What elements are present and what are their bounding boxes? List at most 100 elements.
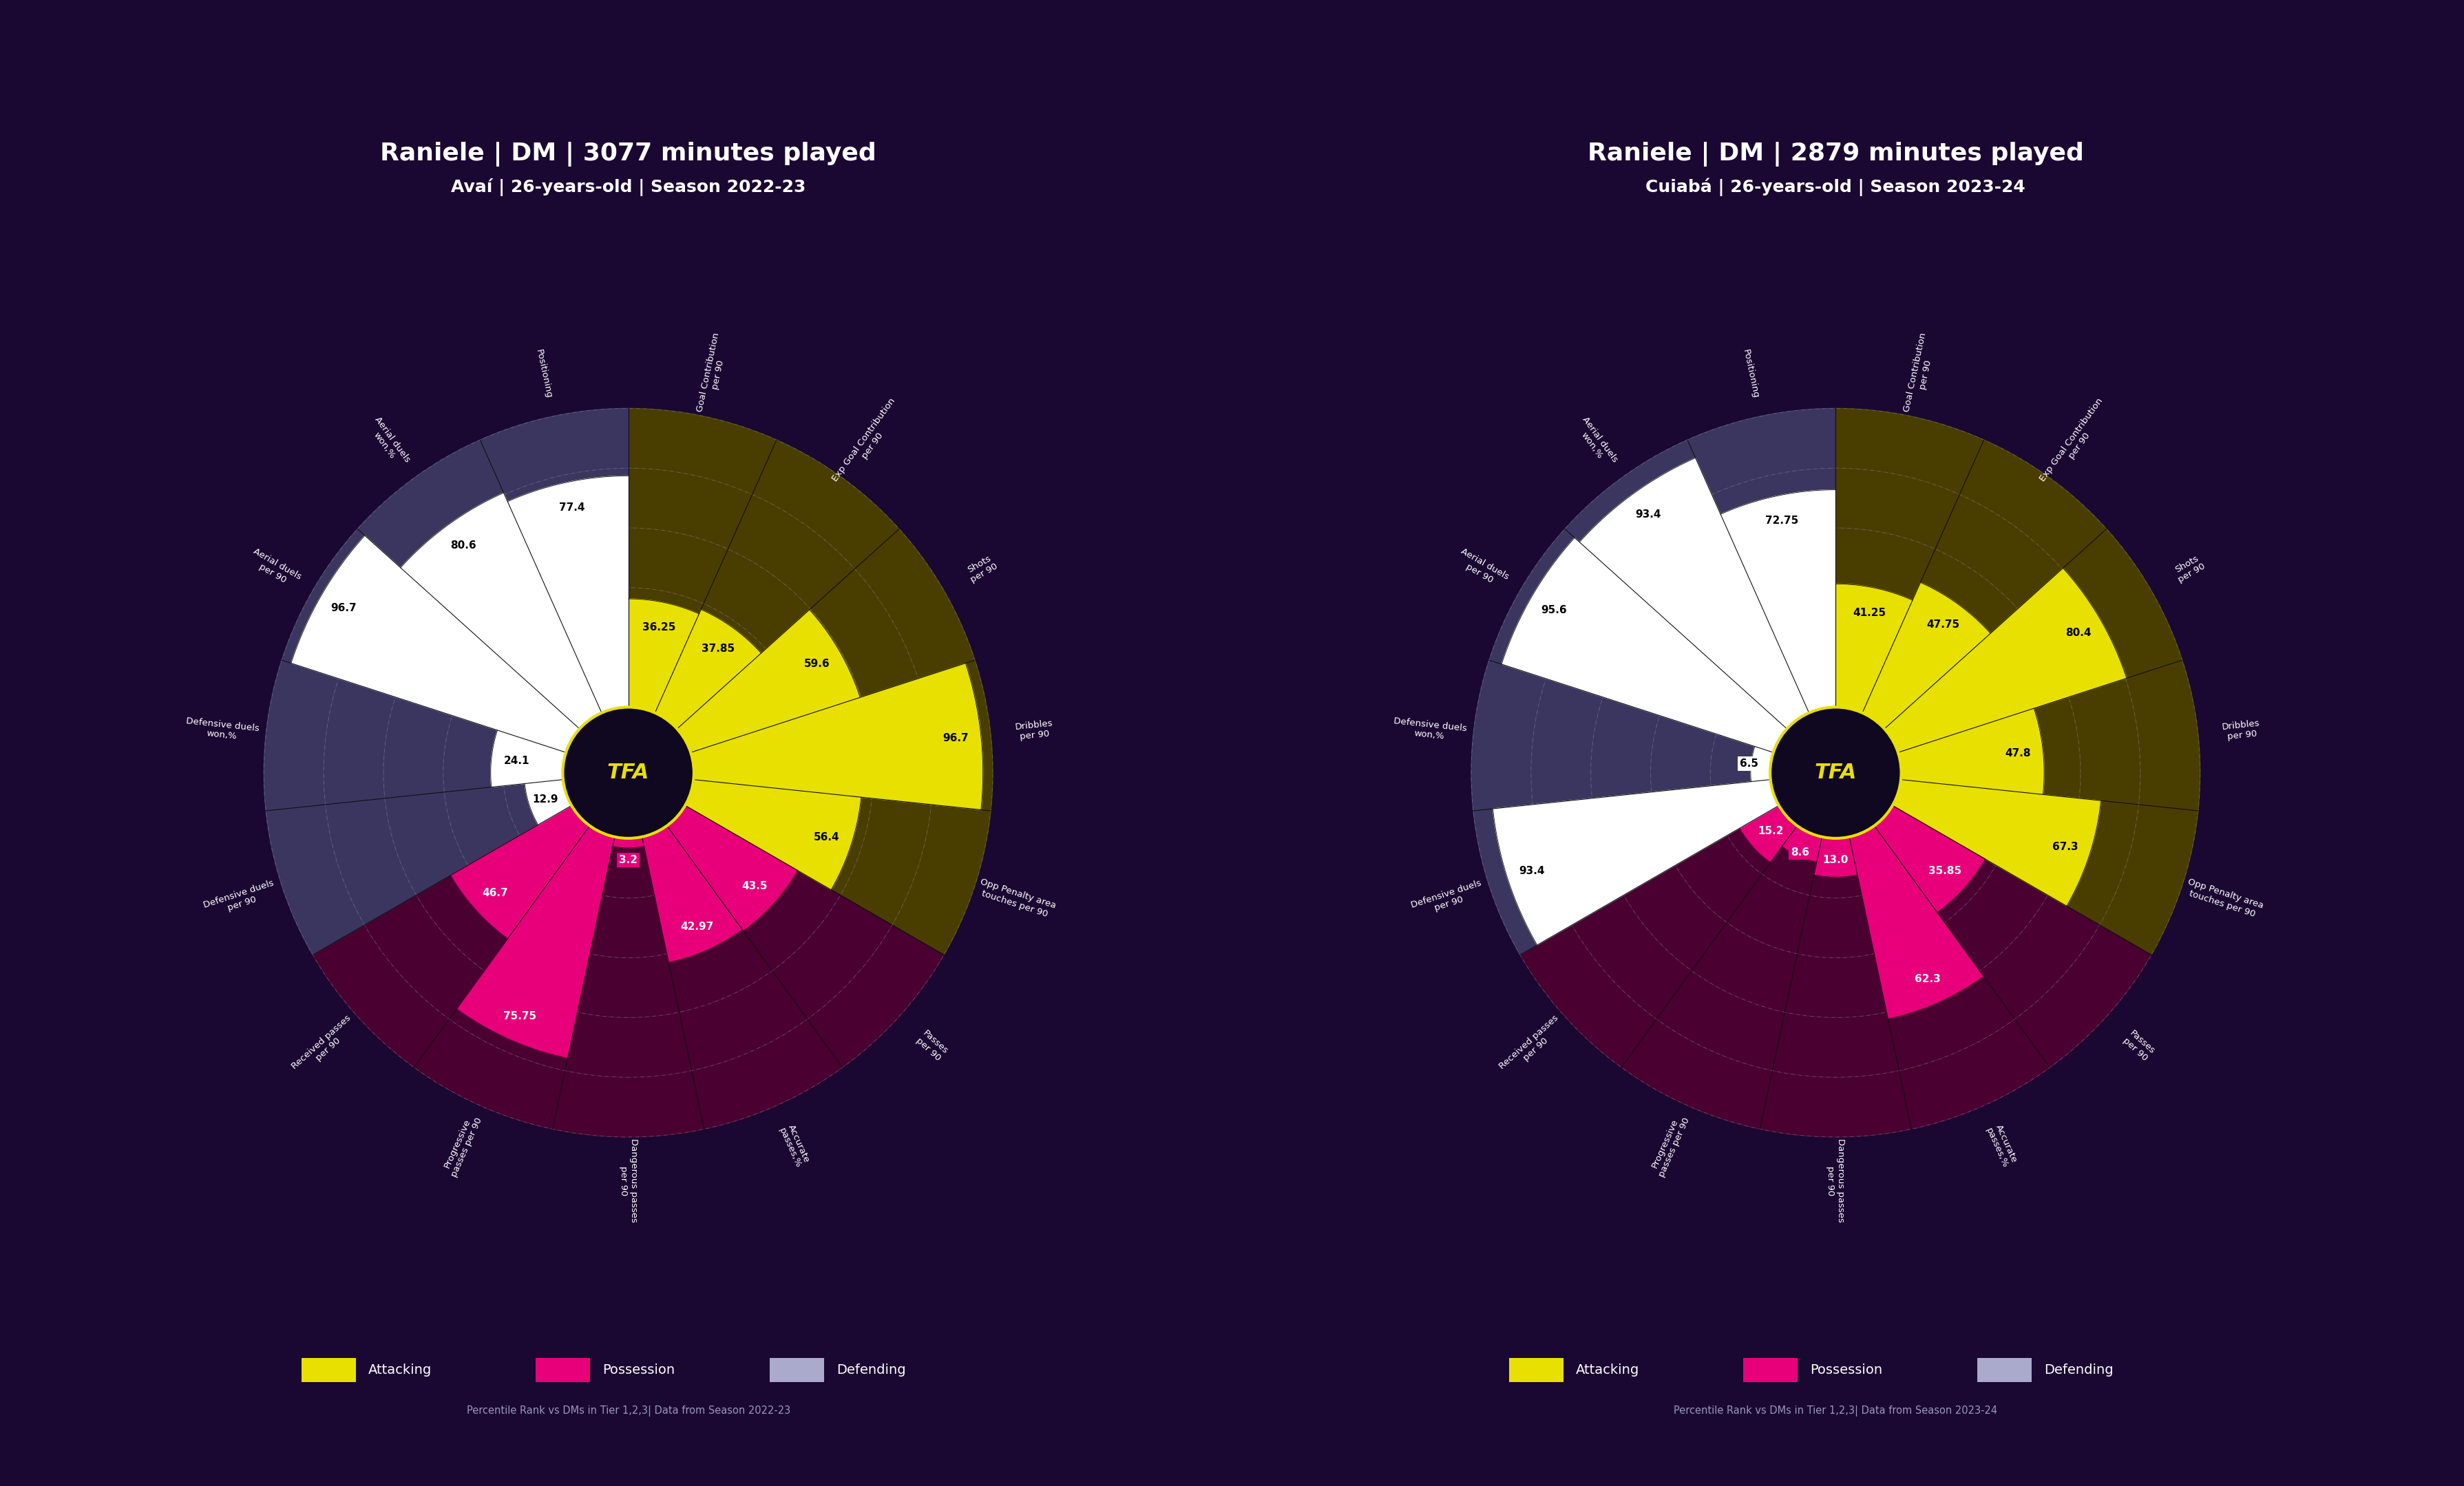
Text: 36.25: 36.25 xyxy=(643,623,675,633)
Text: 15.2: 15.2 xyxy=(1757,826,1784,837)
Text: Dribbles
per 90: Dribbles per 90 xyxy=(2223,719,2262,742)
Polygon shape xyxy=(685,780,860,890)
Text: 37.85: 37.85 xyxy=(702,643,734,654)
Polygon shape xyxy=(313,805,589,1067)
Text: 77.4: 77.4 xyxy=(559,502,584,513)
Text: Exp Goal Contribution
per 90: Exp Goal Contribution per 90 xyxy=(2038,397,2114,489)
Polygon shape xyxy=(1579,458,1809,728)
Polygon shape xyxy=(643,826,843,1129)
Text: Dangerous passes
per 90: Dangerous passes per 90 xyxy=(1826,1138,1846,1223)
Text: Defensive duels
won,%: Defensive duels won,% xyxy=(185,716,261,743)
Polygon shape xyxy=(1885,568,2126,752)
Polygon shape xyxy=(1520,805,1796,1067)
Polygon shape xyxy=(678,529,976,752)
Text: 43.5: 43.5 xyxy=(742,881,769,892)
Text: Progressive
passes per 90: Progressive passes per 90 xyxy=(1648,1113,1690,1178)
Text: 95.6: 95.6 xyxy=(1540,605,1567,615)
Text: Aerial duels
won,%: Aerial duels won,% xyxy=(365,415,411,470)
Circle shape xyxy=(1769,707,1902,838)
Polygon shape xyxy=(1565,440,1809,728)
Polygon shape xyxy=(1759,837,1912,1137)
Polygon shape xyxy=(1493,780,1779,945)
Polygon shape xyxy=(1781,826,1821,862)
Polygon shape xyxy=(668,805,798,930)
Text: Exp Goal Contribution
per 90: Exp Goal Contribution per 90 xyxy=(830,397,907,489)
Text: Passes
per 90: Passes per 90 xyxy=(914,1028,949,1062)
Polygon shape xyxy=(525,780,572,825)
Text: Dangerous passes
per 90: Dangerous passes per 90 xyxy=(618,1138,638,1223)
Polygon shape xyxy=(456,826,614,1058)
Polygon shape xyxy=(678,609,860,752)
Polygon shape xyxy=(1897,660,2200,811)
Text: TFA: TFA xyxy=(606,762,650,783)
Text: 46.7: 46.7 xyxy=(483,887,508,898)
Polygon shape xyxy=(490,730,567,788)
Text: TFA: TFA xyxy=(1814,762,1858,783)
Text: Received passes
per 90: Received passes per 90 xyxy=(1498,1013,1567,1079)
Polygon shape xyxy=(451,805,589,939)
Polygon shape xyxy=(1885,529,2183,752)
Text: Possession: Possession xyxy=(601,1364,675,1376)
Text: Positioning: Positioning xyxy=(1742,348,1759,398)
Polygon shape xyxy=(1836,584,1912,713)
Text: 24.1: 24.1 xyxy=(505,756,530,767)
Polygon shape xyxy=(1473,780,1779,955)
Text: 47.75: 47.75 xyxy=(1927,620,1959,630)
Polygon shape xyxy=(1863,583,1991,728)
Circle shape xyxy=(562,707,695,838)
Text: 93.4: 93.4 xyxy=(1636,510,1661,520)
Polygon shape xyxy=(480,409,628,713)
Text: 42.97: 42.97 xyxy=(680,921,715,932)
Text: Raniele | DM | 3077 minutes played: Raniele | DM | 3077 minutes played xyxy=(379,141,877,166)
Text: Shots
per 90: Shots per 90 xyxy=(963,553,1000,584)
Text: 80.6: 80.6 xyxy=(451,541,476,551)
Polygon shape xyxy=(1863,440,2107,728)
Polygon shape xyxy=(690,660,993,811)
Text: Aerial duels
won,%: Aerial duels won,% xyxy=(1572,415,1619,470)
Text: 41.25: 41.25 xyxy=(1853,608,1887,618)
Text: Possession: Possession xyxy=(1809,1364,1882,1376)
Text: Passes
per 90: Passes per 90 xyxy=(2122,1028,2156,1062)
Polygon shape xyxy=(668,805,944,1067)
Text: Accurate
passes,%: Accurate passes,% xyxy=(776,1122,811,1169)
Polygon shape xyxy=(1897,709,2045,795)
Text: Raniele | DM | 2879 minutes played: Raniele | DM | 2879 minutes played xyxy=(1587,141,2085,166)
Text: 56.4: 56.4 xyxy=(813,832,840,843)
Polygon shape xyxy=(1850,826,2050,1129)
Text: Avaí | 26-years-old | Season 2022-23: Avaí | 26-years-old | Season 2022-23 xyxy=(451,178,806,196)
Polygon shape xyxy=(1892,780,2102,906)
Polygon shape xyxy=(1892,780,2198,955)
Polygon shape xyxy=(1814,837,1858,877)
Text: Dribbles
per 90: Dribbles per 90 xyxy=(1015,719,1055,742)
Text: Defending: Defending xyxy=(838,1364,907,1376)
Polygon shape xyxy=(1875,805,2151,1067)
Text: Aerial duels
per 90: Aerial duels per 90 xyxy=(1454,547,1510,590)
Text: Percentile Rank vs DMs in Tier 1,2,3| Data from Season 2023-24: Percentile Rank vs DMs in Tier 1,2,3| Da… xyxy=(1673,1406,1998,1416)
Text: Accurate
passes,%: Accurate passes,% xyxy=(1984,1122,2018,1169)
Polygon shape xyxy=(1836,409,1984,713)
Text: 96.7: 96.7 xyxy=(330,603,357,614)
Text: 8.6: 8.6 xyxy=(1791,847,1809,857)
Polygon shape xyxy=(291,535,579,752)
Text: Shots
per 90: Shots per 90 xyxy=(2171,553,2208,584)
Text: 75.75: 75.75 xyxy=(503,1010,537,1021)
Polygon shape xyxy=(1621,826,1821,1129)
Polygon shape xyxy=(643,826,742,963)
Polygon shape xyxy=(1688,409,1836,713)
Polygon shape xyxy=(1875,805,1986,912)
Text: 35.85: 35.85 xyxy=(1929,866,1961,877)
Polygon shape xyxy=(1850,826,1984,1019)
Text: 13.0: 13.0 xyxy=(1823,854,1848,865)
Polygon shape xyxy=(628,409,776,713)
Polygon shape xyxy=(402,493,601,728)
Text: Progressive
passes per 90: Progressive passes per 90 xyxy=(441,1113,483,1178)
Polygon shape xyxy=(685,780,991,955)
Polygon shape xyxy=(628,599,700,713)
Polygon shape xyxy=(1501,538,1786,752)
Text: Goal Contribution
per 90: Goal Contribution per 90 xyxy=(695,331,732,415)
Polygon shape xyxy=(1471,660,1774,811)
Polygon shape xyxy=(614,837,643,849)
Text: Aerial duels
per 90: Aerial duels per 90 xyxy=(246,547,303,590)
Text: 93.4: 93.4 xyxy=(1520,866,1545,877)
Text: Cuiabá | 26-years-old | Season 2023-24: Cuiabá | 26-years-old | Season 2023-24 xyxy=(1646,178,2025,196)
